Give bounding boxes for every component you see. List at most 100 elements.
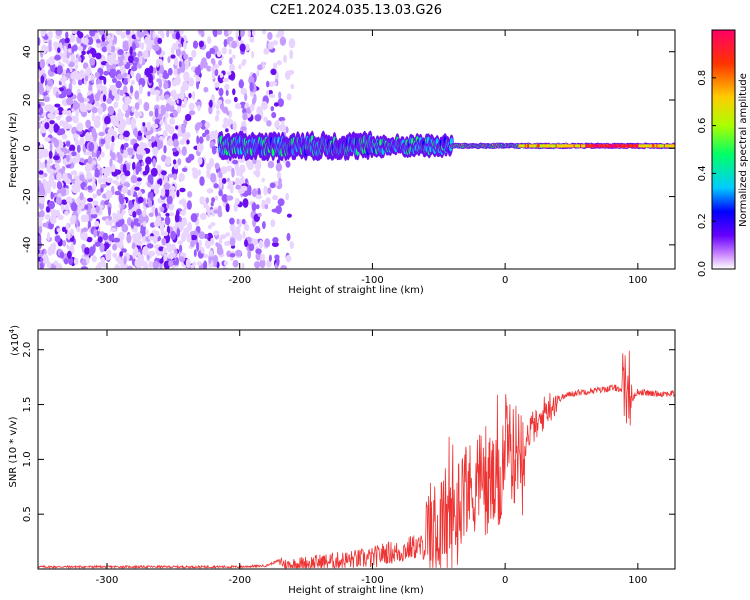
heatmap-core-cell	[609, 144, 612, 148]
heatmap-noise-cell	[105, 218, 110, 226]
heatmap-xtick-label: -300	[96, 275, 119, 286]
heatmap-noise-cell	[94, 241, 101, 247]
heatmap-noise-cell	[143, 197, 147, 206]
heatmap-noise-cell	[146, 121, 151, 132]
heatmap-noise-cell	[208, 157, 215, 168]
heatmap-noise-cell	[111, 135, 115, 143]
heatmap-noise-cell	[231, 54, 236, 59]
heatmap-noise-cell	[136, 208, 142, 216]
snr-axes: -300 -200 -100 0 100 0.5 1.0 1.5 2.0	[22, 330, 675, 586]
heatmap-noise-cell	[154, 207, 158, 217]
heatmap-noise-cell	[122, 163, 127, 174]
heatmap-noise-cell	[93, 229, 97, 238]
heatmap-noise-cell	[124, 96, 132, 105]
colorbar-tick-label: 0.8	[697, 70, 708, 86]
heatmap-marks	[38, 30, 675, 269]
heatmap-noise-cell	[122, 103, 129, 112]
heatmap-noise-cell	[157, 37, 163, 45]
heatmap-noise-cell	[38, 170, 44, 175]
heatmap-noise-cell	[49, 120, 55, 125]
heatmap-noise-cell	[81, 50, 86, 56]
colorbar-tick-label: 0.6	[697, 118, 708, 134]
heatmap-noise-cell	[117, 259, 123, 265]
heatmap-xlabel: Height of straight line (km)	[288, 285, 424, 296]
heatmap-noise-cell	[38, 226, 43, 234]
heatmap-xtick-label: 100	[628, 275, 647, 286]
heatmap-noise-cell	[290, 83, 295, 90]
heatmap-core-cell	[586, 144, 588, 148]
heatmap-noise-cell	[242, 198, 249, 208]
heatmap-noise-cell	[95, 264, 102, 269]
heatmap-noise-cell	[108, 105, 115, 116]
heatmap-noise-cell	[121, 186, 129, 194]
heatmap-noise-cell	[128, 36, 133, 42]
heatmap-noise-cell	[218, 87, 224, 97]
heatmap-noise-cell	[79, 96, 85, 103]
heatmap-core-cell	[535, 144, 537, 148]
heatmap-noise-cell	[286, 213, 292, 218]
heatmap-noise-cell	[245, 178, 248, 184]
heatmap-noise-cell	[183, 53, 189, 60]
heatmap-noise-cell	[167, 56, 171, 64]
heatmap-core-cell	[576, 144, 579, 148]
heatmap-ytick-label: 0	[22, 145, 33, 151]
heatmap-noise-cell	[195, 101, 202, 106]
heatmap-noise-cell	[52, 181, 57, 190]
heatmap-noise-cell	[235, 166, 240, 177]
heatmap-noise-cell	[55, 263, 63, 269]
heatmap-noise-cell	[57, 214, 64, 220]
heatmap-noise-cell	[94, 220, 100, 227]
heatmap-noise-cell	[130, 221, 135, 228]
heatmap-noise-cell	[76, 30, 82, 36]
heatmap-core-cell	[608, 144, 611, 148]
heatmap-core-cell	[533, 144, 535, 148]
heatmap-noise-cell	[156, 58, 160, 68]
heatmap-noise-cell	[117, 49, 124, 56]
heatmap-noise-cell	[65, 115, 73, 123]
heatmap-noise-cell	[160, 206, 165, 212]
heatmap-noise-cell	[47, 31, 53, 40]
heatmap-noise-cell	[178, 127, 182, 137]
heatmap-core-cell	[622, 144, 624, 148]
heatmap-noise-cell	[112, 77, 117, 84]
heatmap-noise-cell	[255, 194, 262, 200]
heatmap-noise-cell	[44, 122, 50, 130]
heatmap-noise-cell	[121, 210, 126, 215]
heatmap-noise-cell	[38, 115, 41, 122]
heatmap-noise-cell	[154, 108, 159, 118]
heatmap-noise-cell	[70, 170, 78, 176]
heatmap-noise-cell	[236, 218, 240, 225]
heatmap-core-cell	[573, 144, 576, 148]
heatmap-noise-cell	[39, 162, 46, 169]
figure-title: C2E1.2024.035.13.03.G26	[270, 3, 442, 18]
snr-ylabel: SNR (10 * v/v)	[8, 416, 19, 487]
heatmap-noise-cell	[276, 33, 280, 38]
heatmap-core-cell	[540, 144, 543, 148]
heatmap-noise-cell	[251, 188, 258, 198]
heatmap-noise-cell	[79, 192, 84, 201]
snr-xtick-label: 100	[628, 575, 647, 586]
heatmap-noise-cell	[47, 79, 54, 87]
heatmap-noise-cell	[118, 232, 123, 239]
heatmap-core-cell	[659, 144, 662, 148]
heatmap-noise-cell	[102, 94, 107, 102]
heatmap-noise-cell	[235, 225, 241, 235]
heatmap-core-cell	[635, 144, 637, 148]
heatmap-noise-cell	[261, 177, 265, 183]
heatmap-noise-cell	[108, 234, 115, 242]
heatmap-noise-cell	[178, 60, 182, 68]
heatmap-noise-cell	[244, 93, 248, 102]
heatmap-noise-cell	[87, 185, 93, 191]
heatmap-noise-cell	[169, 101, 177, 106]
heatmap-noise-cell	[211, 197, 216, 203]
heatmap-noise-cell	[48, 124, 54, 134]
heatmap-noise-cell	[198, 239, 202, 248]
heatmap-core-cell	[537, 144, 540, 148]
heatmap-noise-cell	[39, 58, 46, 69]
heatmap-core-cell	[577, 144, 580, 148]
heatmap-noise-cell	[181, 146, 187, 157]
heatmap-core-cell	[647, 144, 650, 148]
heatmap-noise-cell	[60, 147, 67, 152]
heatmap-noise-cell	[261, 101, 268, 111]
